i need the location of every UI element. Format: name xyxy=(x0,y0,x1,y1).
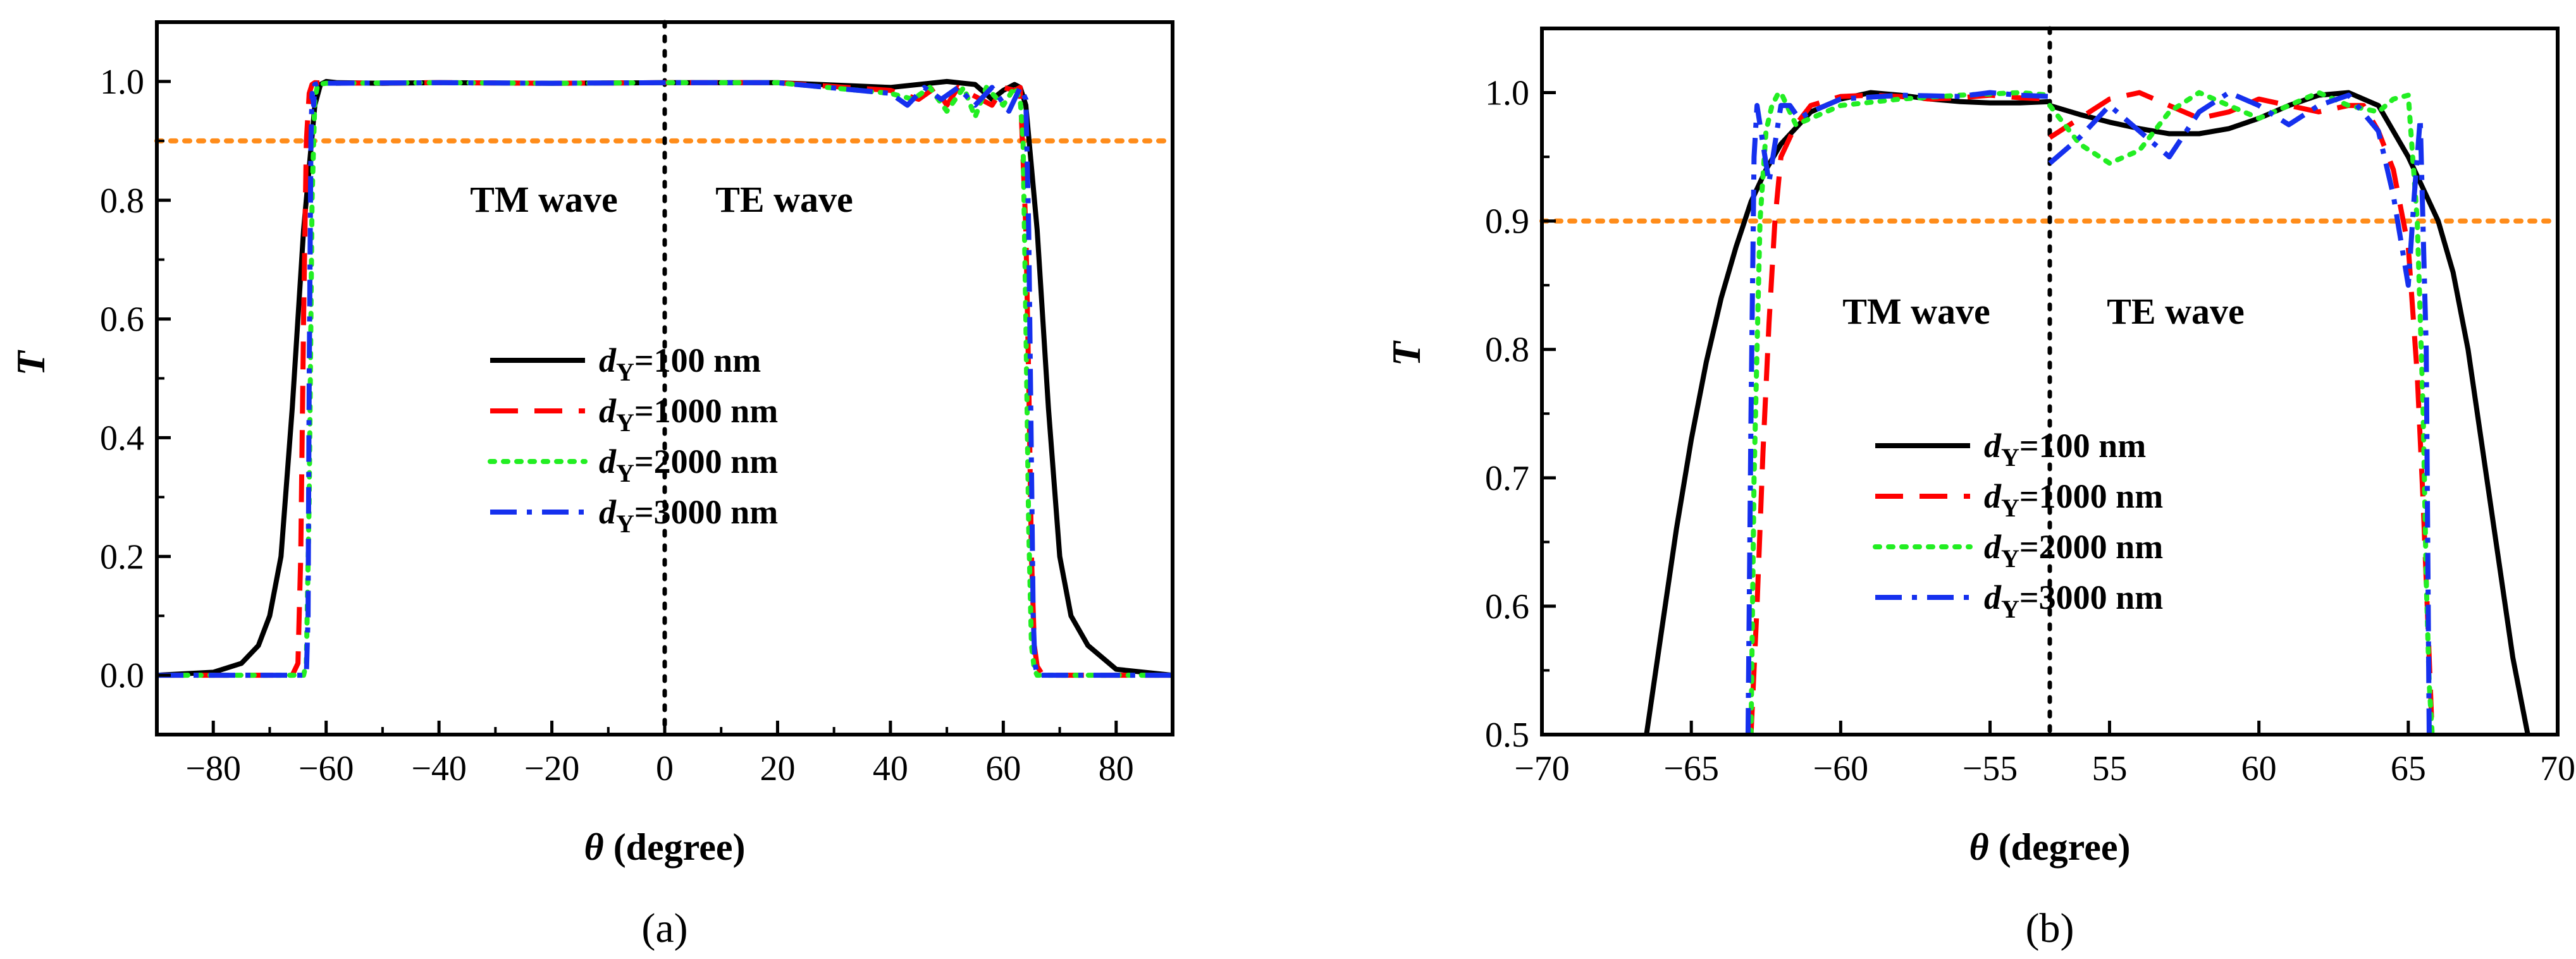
legend-symbol: d xyxy=(1984,578,2002,616)
panel-label-b: (b) xyxy=(2026,905,2074,951)
y-tick-label: 0.8 xyxy=(100,181,144,221)
x-tick-label: −60 xyxy=(299,749,354,788)
legend-subscript: Y xyxy=(616,358,634,386)
legend-subscript: Y xyxy=(616,510,634,538)
y-tick-label: 0.6 xyxy=(1485,587,1529,626)
y-tick-label: 1.0 xyxy=(1485,74,1529,113)
x-tick-label: −70 xyxy=(1514,749,1570,788)
legend-symbol: d xyxy=(1984,427,2002,465)
series-line xyxy=(157,80,1173,678)
legend-text: =2000 nm xyxy=(2019,528,2163,566)
annotation-te-wave: TE wave xyxy=(2107,291,2245,332)
x-tick-label: 80 xyxy=(1099,749,1134,788)
series-line-te xyxy=(2047,90,2435,735)
legend-text: =3000 nm xyxy=(2019,578,2163,616)
y-tick-label: 1.0 xyxy=(100,63,144,102)
y-tick-label: 0.9 xyxy=(1485,202,1529,241)
series-line-tm xyxy=(1745,90,2050,735)
x-tick-label: 40 xyxy=(873,749,908,788)
legend-symbol: d xyxy=(1984,528,2002,566)
x-tick-label: −20 xyxy=(524,749,580,788)
legend-subscript: Y xyxy=(2001,443,2019,472)
legend-text: =100 nm xyxy=(634,341,761,379)
legend-symbol: d xyxy=(1984,477,2002,515)
legend-text: =3000 nm xyxy=(634,493,778,531)
x-axis-ticks: −80 −60 −40 −20 0 20 40 60 80 xyxy=(156,721,1174,788)
series-line-tm xyxy=(1748,92,2050,735)
series-line-tm xyxy=(1644,90,2050,735)
y-tick-label: 0.2 xyxy=(100,537,144,577)
legend-symbol: d xyxy=(599,392,617,430)
legend-text: =2000 nm xyxy=(634,443,778,480)
x-tick-label: −55 xyxy=(1963,749,2018,788)
legend-label: dY=2000 nm xyxy=(599,443,778,487)
y-axis-label: T xyxy=(8,350,53,376)
y-axis-ticks: 0.5 0.6 0.7 0.8 0.9 1.0 xyxy=(1485,27,1556,755)
series-line-te xyxy=(2048,90,2435,735)
annotation-te-wave: TE wave xyxy=(715,179,853,220)
x-tick-label: −65 xyxy=(1663,749,1719,788)
y-tick-label: 0.5 xyxy=(1485,716,1529,755)
legend-text: =1000 nm xyxy=(2019,477,2163,515)
legend-symbol: d xyxy=(599,443,617,480)
plot-frame xyxy=(1540,27,2560,736)
y-tick-label: 0.0 xyxy=(100,656,144,695)
x-tick-label: 65 xyxy=(2391,749,2426,788)
legend-text: =1000 nm xyxy=(634,392,778,430)
x-tick-label: 60 xyxy=(2241,749,2277,788)
legend-subscript: Y xyxy=(2001,544,2019,573)
x-tick-label: 60 xyxy=(985,749,1021,788)
legend-label: dY=100 nm xyxy=(1984,427,2146,472)
series-line-te xyxy=(2048,90,2432,735)
y-axis-label: T xyxy=(1384,340,1429,367)
y-tick-label: 0.8 xyxy=(1485,331,1529,370)
chart-panel-a: −80 −60 −40 −20 0 20 40 60 80 0.0 0.2 0.4 0.6 0.8 1.0… xyxy=(8,20,1175,951)
series-line-te xyxy=(2049,90,2530,735)
x-tick-label: 20 xyxy=(760,749,795,788)
legend-subscript: Y xyxy=(616,459,634,487)
legend-label: dY=3000 nm xyxy=(599,493,778,538)
legend-label: dY=100 nm xyxy=(599,341,761,386)
legend-symbol: d xyxy=(599,341,617,379)
legend-subscript: Y xyxy=(2001,595,2019,623)
y-tick-label: 0.4 xyxy=(100,418,144,458)
x-tick-label: 0 xyxy=(656,749,674,788)
annotation-tm-wave: TM wave xyxy=(1842,291,1990,332)
x-tick-label: −40 xyxy=(411,749,467,788)
legend-subscript: Y xyxy=(2001,494,2019,522)
series-line xyxy=(157,80,1173,678)
legend-text: =100 nm xyxy=(2019,427,2146,465)
panel-label-a: (a) xyxy=(641,905,687,951)
legend-label: dY=1000 nm xyxy=(1984,477,2163,522)
legend-subscript: Y xyxy=(616,408,634,437)
x-axis-label: θ (degree) xyxy=(1969,826,2131,868)
legend-label: dY=2000 nm xyxy=(1984,528,2163,573)
x-axis-label: θ (degree) xyxy=(584,826,746,868)
series-line-tm xyxy=(1748,90,2052,735)
series-group xyxy=(157,78,1173,678)
x-axis-ticks: −70 −65 −60 −55 55 60 65 70 xyxy=(1514,721,2575,788)
legend-symbol: d xyxy=(599,493,617,531)
x-tick-label: 70 xyxy=(2540,749,2575,788)
legend-label: dY=1000 nm xyxy=(599,392,778,437)
x-tick-label: −80 xyxy=(185,749,241,788)
legend-label: dY=3000 nm xyxy=(1984,578,2163,623)
x-tick-label: 55 xyxy=(2092,749,2127,788)
chart-panel-b: −70 −65 −60 −55 55 60 65 70 0.50.60.70.80.91.0 … xyxy=(1384,26,2575,951)
annotation-tm-wave: TM wave xyxy=(470,179,618,220)
x-tick-label: −60 xyxy=(1813,749,1869,788)
series-group xyxy=(1644,90,2530,735)
y-tick-label: 0.7 xyxy=(1485,459,1529,498)
y-axis-ticks: 0.0 0.2 0.4 0.6 0.8 1.0 xyxy=(100,21,171,736)
y-tick-label: 0.6 xyxy=(100,300,144,339)
